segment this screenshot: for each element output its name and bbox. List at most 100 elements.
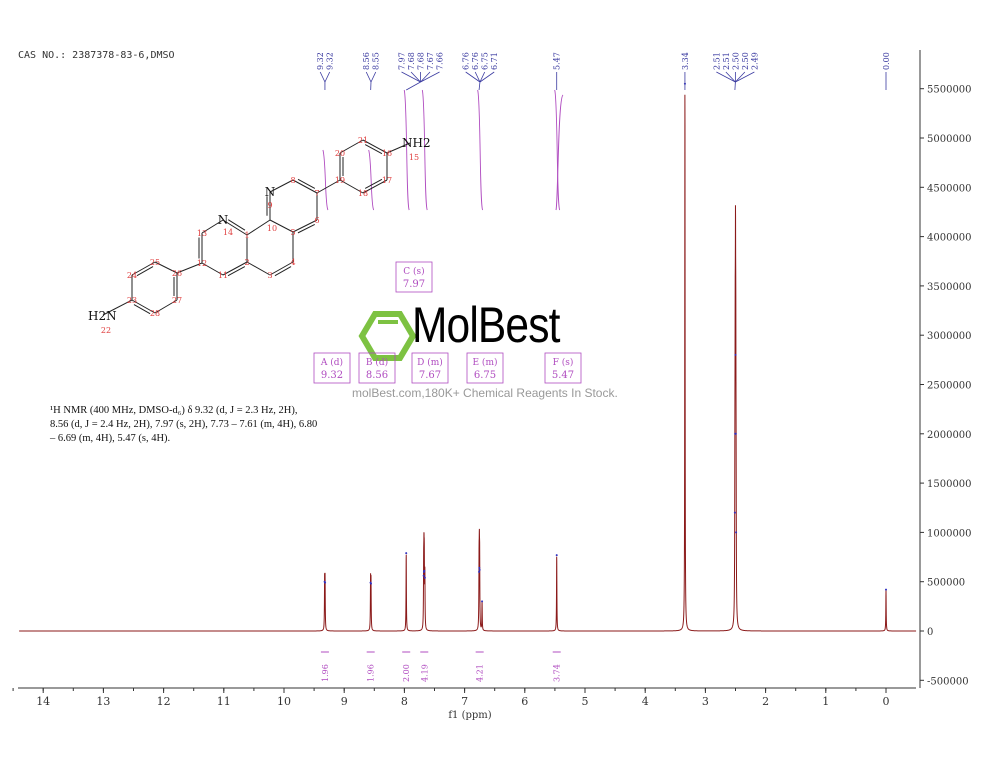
peak-label: 3.34 <box>681 52 690 70</box>
peak-label-connector <box>735 71 746 83</box>
atom-number: 28 <box>150 309 160 318</box>
atom-number: 7 <box>314 189 319 198</box>
multiplet-label: A (d) <box>320 357 343 368</box>
integral-value: 1.96 <box>321 664 330 682</box>
peak-label-connector <box>474 71 481 83</box>
nitrogen-atom: N <box>218 213 229 227</box>
y-tick-label: 1500000 <box>927 479 972 490</box>
peak-top-marker <box>733 511 736 514</box>
watermark-hexagon-icon <box>358 311 417 361</box>
atom-number: 8 <box>290 176 295 185</box>
double-bond-line <box>297 224 315 234</box>
description-line: ¹H NMR (400 MHz, DMSO-d₆) δ 9.32 (d, J =… <box>50 405 298 416</box>
multiplet-shift: 7.67 <box>419 370 441 381</box>
peak-label: 2.51 <box>712 52 721 70</box>
y-tick-label: 4000000 <box>927 233 972 244</box>
peak-label-connector <box>365 71 372 83</box>
peak-label: 9.32 <box>326 52 335 70</box>
amine-group: NH2 <box>402 136 431 150</box>
integral-curve <box>322 149 329 211</box>
peak-top-marker <box>405 552 408 555</box>
atom-number: 18 <box>358 189 368 198</box>
atom-number: 4 <box>290 258 295 267</box>
peak-top-marker <box>734 432 737 435</box>
atom-number: 3 <box>267 271 272 280</box>
peak-top-marker <box>478 568 481 571</box>
multiplet-label: B (d) <box>366 357 388 368</box>
double-bond-line <box>136 266 154 277</box>
integral-value: 2.00 <box>402 664 411 682</box>
peak-label: 6.75 <box>481 52 490 70</box>
double-bond-line <box>227 266 246 277</box>
peak-label-connector <box>410 71 421 83</box>
peak-label: 2.51 <box>722 52 731 70</box>
integral-value: 3.74 <box>553 664 562 682</box>
y-tick-label: -500000 <box>927 676 969 687</box>
peak-label: 7.66 <box>436 52 445 70</box>
peak-label: 9.32 <box>316 52 325 70</box>
peak-label: 8.55 <box>372 52 381 70</box>
integral-value: 4.21 <box>476 664 485 682</box>
multiplet-shift: 5.47 <box>552 370 574 381</box>
atom-number: 23 <box>127 296 137 305</box>
bond-line <box>154 261 178 274</box>
x-tick-label: 2 <box>762 695 769 708</box>
peak-label-connector <box>478 81 481 91</box>
watermark-logo: MolBest <box>412 297 560 353</box>
amine-group: H2N <box>88 309 117 323</box>
bond-line <box>292 219 318 233</box>
peak-label: 7.67 <box>426 52 435 70</box>
bond-line <box>339 139 364 154</box>
y-tick-label: 3500000 <box>927 282 972 293</box>
peak-top-marker <box>478 566 481 569</box>
atom-number: 21 <box>358 136 368 145</box>
bond-line <box>102 299 133 316</box>
bond-line <box>339 179 364 194</box>
y-tick-label: 0 <box>927 627 933 638</box>
peak-label-connector <box>465 71 481 83</box>
description-line: – 6.69 (m, 4H), 5.47 (s, 4H). <box>50 433 171 444</box>
atom-number: 19 <box>335 176 345 185</box>
bond-line <box>201 219 224 234</box>
bond-line <box>386 142 411 154</box>
peak-label-connector <box>406 81 421 91</box>
x-tick-label: 4 <box>642 695 649 708</box>
peak-label: 2.50 <box>731 52 740 70</box>
spectrum-line <box>19 94 917 632</box>
atom-number: 10 <box>267 224 277 233</box>
bond-line <box>269 219 294 233</box>
peak-label-connector <box>479 71 486 83</box>
atom-number: 16 <box>382 149 392 158</box>
multiplet-shift: 9.32 <box>321 370 343 381</box>
peak-label: 6.76 <box>462 52 471 70</box>
x-tick-label: 13 <box>96 695 110 708</box>
integral-value: 1.96 <box>367 664 376 682</box>
atom-number: 15 <box>409 153 419 162</box>
bond-line <box>222 261 248 276</box>
peak-top-marker <box>324 581 327 584</box>
multiplet-box <box>466 352 504 384</box>
atom-number: 5 <box>290 228 295 237</box>
bond-line <box>222 219 248 236</box>
multiplet-shift: 7.97 <box>403 279 425 290</box>
peak-top-marker <box>478 570 481 573</box>
integral-curve <box>477 89 484 211</box>
peak-label-connector <box>479 71 495 83</box>
multiplet-box <box>544 352 582 384</box>
integral-curve <box>403 89 410 211</box>
bond-line <box>362 179 388 194</box>
peak-top-marker <box>423 569 426 572</box>
multiplet-label: E (m) <box>473 357 498 368</box>
double-bond-line <box>364 178 383 189</box>
y-tick-label: 2000000 <box>927 430 972 441</box>
integral-curve <box>421 89 428 211</box>
x-tick-label: 1 <box>822 695 829 708</box>
y-tick-label: 5500000 <box>927 85 972 96</box>
bond-line <box>269 261 294 276</box>
peak-label: 2.49 <box>750 52 759 70</box>
peak-label: 0.00 <box>882 52 891 70</box>
peak-label-connector <box>370 71 377 83</box>
peak-label-connector <box>716 71 736 83</box>
